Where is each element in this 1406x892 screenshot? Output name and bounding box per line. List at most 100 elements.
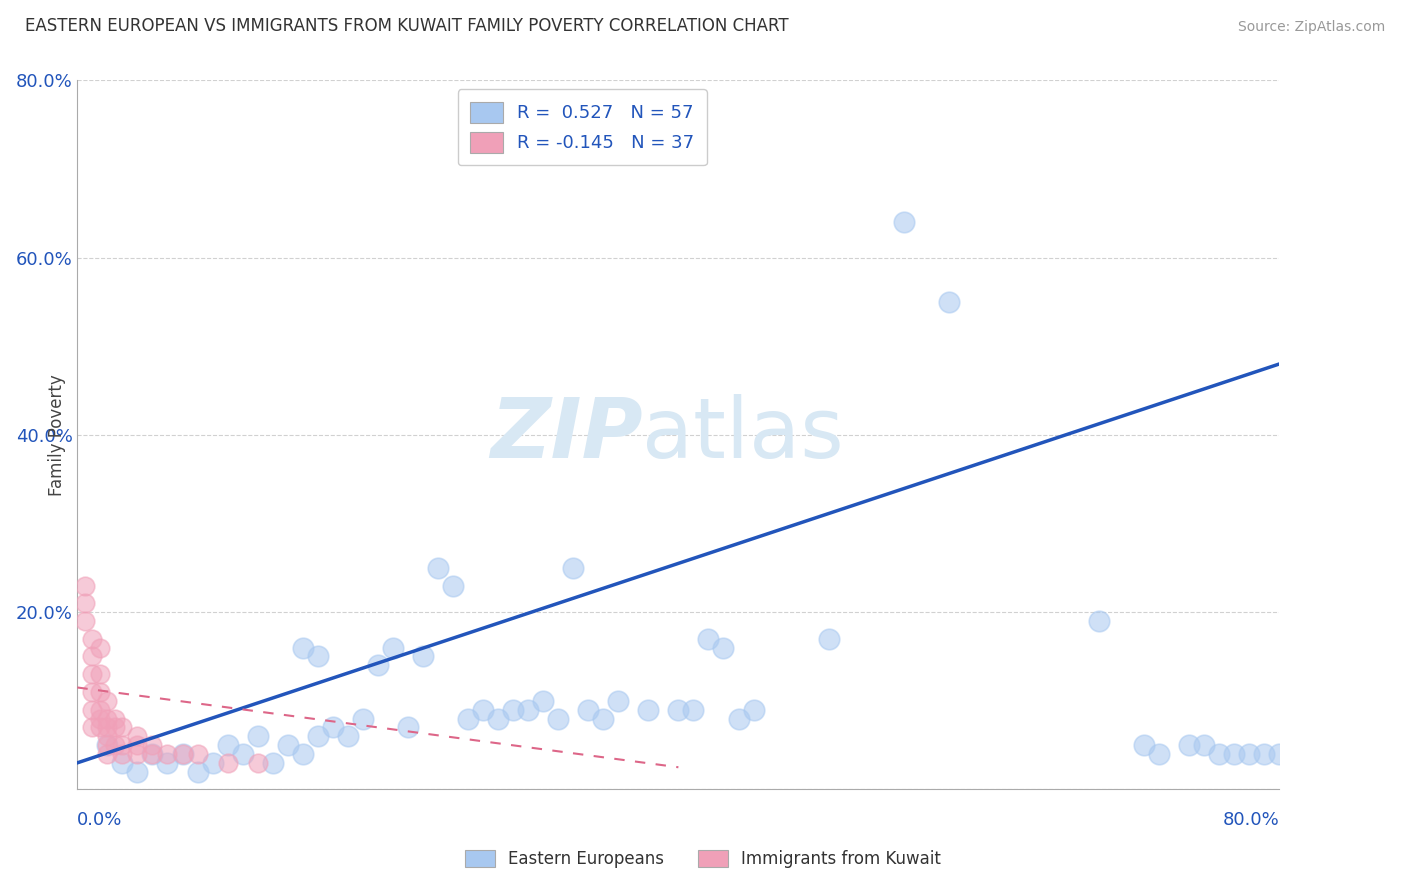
- Point: [1208, 747, 1230, 761]
- Point: [1088, 614, 1111, 628]
- Point: [89, 640, 111, 655]
- Text: 80.0%: 80.0%: [1223, 811, 1279, 829]
- Point: [127, 738, 149, 752]
- Point: [607, 694, 630, 708]
- Point: [412, 649, 434, 664]
- Point: [82, 703, 104, 717]
- Point: [291, 747, 314, 761]
- Point: [517, 703, 540, 717]
- Point: [307, 649, 329, 664]
- Point: [1239, 747, 1261, 761]
- Point: [531, 694, 554, 708]
- Legend: Eastern Europeans, Immigrants from Kuwait: Eastern Europeans, Immigrants from Kuwai…: [458, 843, 948, 875]
- Point: [82, 667, 104, 681]
- Point: [82, 720, 104, 734]
- Point: [201, 756, 224, 770]
- Point: [82, 685, 104, 699]
- Point: [502, 703, 524, 717]
- Point: [427, 561, 450, 575]
- Point: [1223, 747, 1246, 761]
- Point: [104, 720, 127, 734]
- Point: [96, 729, 118, 743]
- Point: [96, 694, 118, 708]
- Point: [441, 578, 464, 592]
- Point: [457, 712, 479, 726]
- Point: [1133, 738, 1156, 752]
- Point: [682, 703, 704, 717]
- Point: [486, 712, 509, 726]
- Point: [156, 756, 179, 770]
- Point: [82, 649, 104, 664]
- Point: [668, 703, 690, 717]
- Point: [713, 640, 735, 655]
- Point: [1268, 747, 1291, 761]
- Point: [104, 738, 127, 752]
- Point: [127, 747, 149, 761]
- Legend: R =  0.527   N = 57, R = -0.145   N = 37: R = 0.527 N = 57, R = -0.145 N = 37: [457, 89, 707, 165]
- Point: [396, 720, 419, 734]
- Point: [172, 747, 194, 761]
- Point: [547, 712, 569, 726]
- Point: [73, 578, 96, 592]
- Point: [217, 756, 239, 770]
- Point: [352, 712, 374, 726]
- Point: [127, 729, 149, 743]
- Point: [127, 764, 149, 779]
- Point: [893, 215, 915, 229]
- Point: [592, 712, 614, 726]
- Point: [73, 596, 96, 610]
- Y-axis label: Family Poverty: Family Poverty: [48, 374, 66, 496]
- Point: [141, 747, 163, 761]
- Point: [172, 747, 194, 761]
- Text: atlas: atlas: [643, 394, 844, 475]
- Point: [262, 756, 284, 770]
- Point: [111, 756, 134, 770]
- Text: Source: ZipAtlas.com: Source: ZipAtlas.com: [1237, 21, 1385, 34]
- Point: [89, 703, 111, 717]
- Point: [73, 614, 96, 628]
- Point: [187, 747, 209, 761]
- Text: ZIP: ZIP: [489, 394, 643, 475]
- Point: [141, 738, 163, 752]
- Point: [111, 747, 134, 761]
- Point: [472, 703, 495, 717]
- Point: [291, 640, 314, 655]
- Point: [367, 658, 389, 673]
- Point: [322, 720, 344, 734]
- Point: [336, 729, 359, 743]
- Point: [96, 747, 118, 761]
- Point: [82, 632, 104, 646]
- Point: [156, 747, 179, 761]
- Point: [187, 764, 209, 779]
- Point: [817, 632, 839, 646]
- Point: [381, 640, 404, 655]
- Point: [89, 667, 111, 681]
- Point: [727, 712, 749, 726]
- Point: [104, 712, 127, 726]
- Point: [938, 294, 960, 309]
- Point: [96, 720, 118, 734]
- Point: [89, 712, 111, 726]
- Text: EASTERN EUROPEAN VS IMMIGRANTS FROM KUWAIT FAMILY POVERTY CORRELATION CHART: EASTERN EUROPEAN VS IMMIGRANTS FROM KUWA…: [25, 17, 789, 35]
- Point: [576, 703, 599, 717]
- Point: [697, 632, 720, 646]
- Point: [89, 685, 111, 699]
- Point: [111, 738, 134, 752]
- Point: [742, 703, 765, 717]
- Point: [246, 756, 269, 770]
- Text: 0.0%: 0.0%: [77, 811, 122, 829]
- Point: [96, 738, 118, 752]
- Point: [1149, 747, 1171, 761]
- Point: [246, 729, 269, 743]
- Point: [96, 738, 118, 752]
- Point: [562, 561, 585, 575]
- Point: [217, 738, 239, 752]
- Point: [141, 747, 163, 761]
- Point: [96, 712, 118, 726]
- Point: [277, 738, 299, 752]
- Point: [307, 729, 329, 743]
- Point: [111, 720, 134, 734]
- Point: [89, 720, 111, 734]
- Point: [1194, 738, 1216, 752]
- Point: [637, 703, 659, 717]
